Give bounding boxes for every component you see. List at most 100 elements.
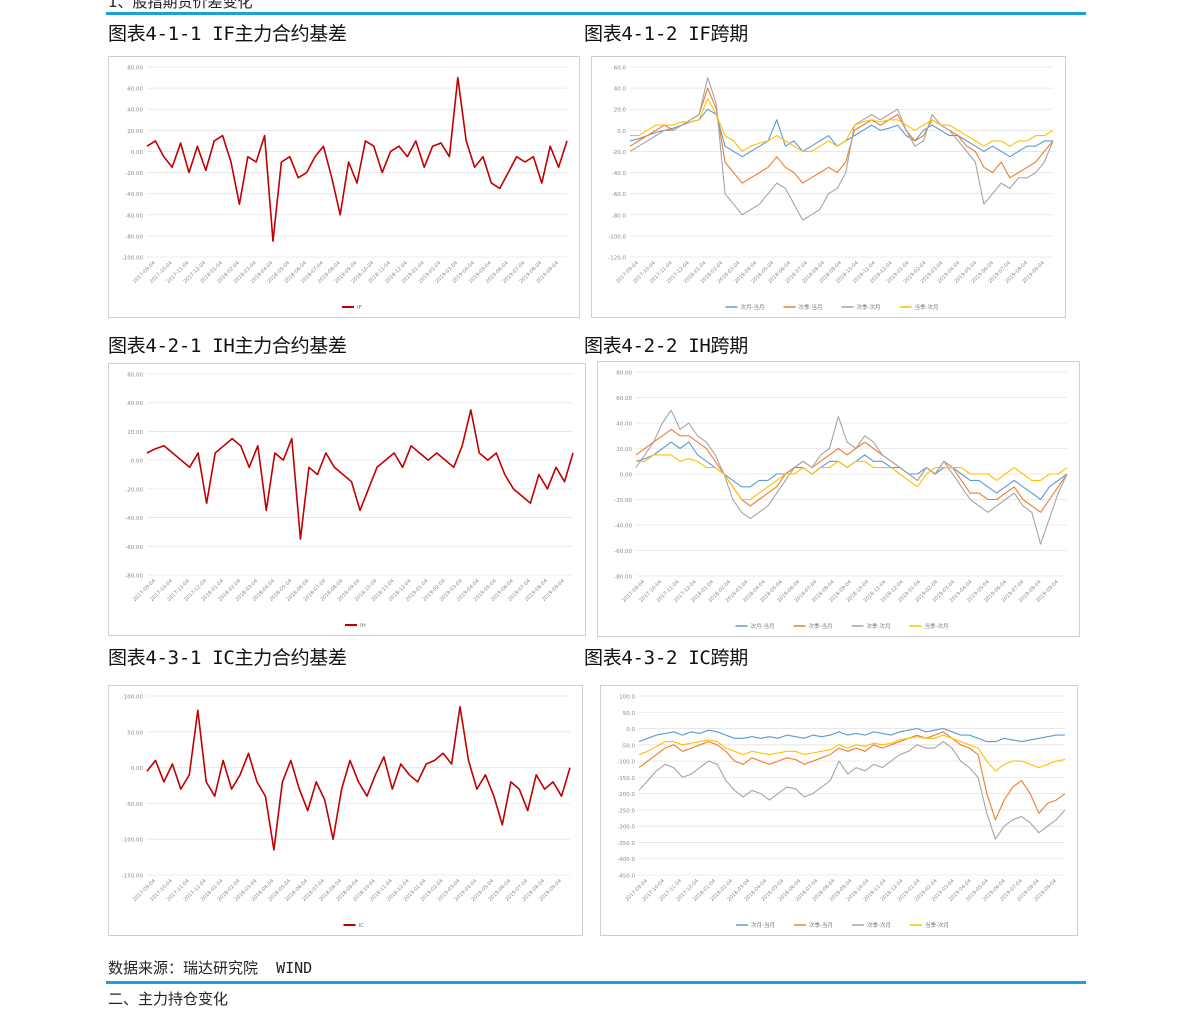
y-tick-label: 0.00	[131, 766, 144, 772]
chart-svg-5: 100.0 50.0 0.0 -50.0 -100.0 -150.0 -200.0 -250.…	[617, 695, 1066, 929]
chart-svg-1: 60.0 40.0 20.0 0.0 -20.0 -40.0 -60.0 -80.0 -100.…	[608, 66, 1054, 311]
y-tick-label: 40.00	[616, 422, 632, 428]
y-tick-label: -20.00	[614, 498, 632, 504]
y-tick-label: -100.0	[608, 234, 626, 240]
y-tick-label: -200.0	[617, 792, 635, 798]
series-line-4	[630, 98, 1054, 152]
series-line-3	[635, 409, 1068, 545]
y-tick-label: -350.0	[617, 841, 635, 847]
chart-svg-3: 80.00 60.00 40.00 20.00 0.00 -20.00 -40.00 -60.…	[614, 371, 1068, 630]
y-tick-label: 60.0	[614, 66, 627, 72]
series-line-1	[635, 441, 1068, 501]
y-tick-label: -40.00	[125, 192, 143, 198]
series-line-1	[146, 409, 574, 540]
y-tick-label: -120.0	[608, 256, 626, 262]
y-tick-label: -60.00	[614, 549, 632, 555]
y-tick-label: -100.00	[122, 256, 144, 262]
legend-label: 次月-当月	[751, 921, 775, 929]
y-tick-label: -20.00	[125, 487, 143, 493]
y-tick-label: -60.00	[125, 545, 143, 551]
y-tick-label: 80.00	[127, 66, 143, 72]
legend-label: 次季-次月	[857, 303, 881, 311]
cut-heading-bottom: 二、主力持仓变化	[108, 990, 229, 1008]
y-tick-label: 50.0	[623, 711, 636, 717]
y-tick-label: -20.0	[612, 150, 627, 156]
chart-panel-ih-basis: 60.00 40.00 20.00 0.00 -20.00 -40.00 -60.00 -80…	[108, 363, 586, 636]
y-tick-label: -80.00	[125, 234, 143, 240]
legend-label: 次季-当月	[809, 921, 833, 929]
y-tick-label: -150.0	[617, 776, 635, 782]
series-line-3	[629, 77, 1054, 221]
chart-panel-if-spread: 60.0 40.0 20.0 0.0 -20.0 -40.0 -60.0 -80.0 -100.…	[591, 56, 1066, 318]
y-tick-label: -50.0	[621, 743, 636, 749]
y-tick-label: -250.0	[617, 808, 635, 814]
y-tick-label: 0.00	[131, 459, 144, 465]
y-tick-label: -400.0	[617, 857, 635, 863]
data-source-note: 数据来源：瑞达研究院 WIND	[108, 959, 313, 977]
series-line-1	[146, 705, 571, 851]
caption-4-2-1: 图表4-2-1 IH主力合约基差	[108, 335, 347, 357]
chart-panel-ih-spread: 80.00 60.00 40.00 20.00 0.00 -20.00 -40.00 -60.…	[597, 361, 1080, 637]
chart-panel-ic-basis: 100.00 50.00 0.00 -50.00 -100.00 -150.00 2017-…	[108, 685, 583, 936]
y-tick-label: -80.00	[125, 574, 143, 580]
y-tick-label: -80.0	[612, 213, 627, 219]
y-tick-label: 50.00	[127, 730, 143, 736]
y-tick-label: -300.0	[617, 825, 635, 831]
legend-label: 当季-次月	[925, 622, 949, 630]
y-tick-label: 0.0	[626, 727, 635, 733]
y-tick-label: -100.0	[617, 760, 635, 766]
legend-label: 当季-次月	[925, 921, 949, 929]
legend-label: IH	[360, 623, 366, 629]
chart-panel-if-basis: 80.00 60.00 40.00 20.00 0.00 -20.00 -40.00 -60.…	[108, 56, 580, 318]
series-line-1	[146, 76, 568, 242]
legend-label: 次季-次月	[867, 622, 891, 630]
caption-4-1-1: 图表4-1-1 IF主力合约基差	[108, 23, 347, 45]
legend-label: 次季-当月	[809, 622, 833, 630]
series-line-4	[638, 734, 1066, 772]
y-tick-label: 0.00	[131, 150, 144, 156]
series-line-1	[629, 108, 1053, 158]
top-rule	[106, 12, 1086, 15]
y-tick-label: -450.0	[617, 874, 635, 880]
y-tick-label: -40.0	[612, 171, 627, 177]
y-tick-label: -60.00	[125, 213, 143, 219]
y-tick-label: -60.0	[612, 192, 627, 198]
caption-4-2-2: 图表4-2-2 IH跨期	[584, 335, 748, 357]
y-tick-label: -100.00	[122, 838, 144, 844]
y-tick-label: 100.0	[619, 695, 635, 701]
caption-4-3-1: 图表4-3-1 IC主力合约基差	[108, 647, 347, 669]
y-tick-label: 0.0	[617, 129, 626, 135]
y-tick-label: -150.00	[122, 874, 144, 880]
series-line-2	[635, 428, 1068, 513]
y-tick-label: 60.00	[616, 396, 632, 402]
chart-svg-2: 60.00 40.00 20.00 0.00 -20.00 -40.00 -60.00 -80…	[125, 373, 574, 629]
y-tick-label: 20.0	[614, 108, 627, 114]
series-line-1	[638, 727, 1065, 743]
cut-heading-top: 1、股指期货价差变化	[108, 0, 253, 11]
chart-svg-0: 80.00 60.00 40.00 20.00 0.00 -20.00 -40.00 -60.…	[122, 66, 568, 311]
y-tick-label: 40.00	[127, 401, 143, 407]
y-tick-label: 40.0	[614, 87, 627, 93]
y-tick-label: 60.00	[127, 87, 143, 93]
legend-label: 次季-次月	[867, 921, 891, 929]
y-tick-label: 80.00	[616, 371, 632, 377]
legend-label: 次月-当月	[751, 622, 775, 630]
legend-label: IC	[359, 923, 365, 929]
y-tick-label: -20.00	[125, 171, 143, 177]
y-tick-label: -40.00	[125, 516, 143, 522]
series-line-4	[636, 454, 1068, 501]
y-tick-label: -40.00	[614, 524, 632, 530]
legend-label: 次月-当月	[741, 303, 765, 311]
legend-label: 当季-次月	[915, 303, 939, 311]
y-tick-label: 20.00	[127, 129, 143, 135]
series-line-2	[629, 87, 1054, 184]
y-tick-label: 60.00	[127, 373, 143, 379]
chart-svg-4: 100.0050.000.00-50.00-100.00-150.002017-…	[122, 695, 571, 929]
y-tick-label: 40.00	[127, 108, 143, 114]
caption-4-3-2: 图表4-3-2 IC跨期	[584, 647, 748, 669]
caption-4-1-2: 图表4-1-2 IF跨期	[584, 23, 748, 45]
y-tick-label: 100.00	[124, 695, 144, 701]
y-tick-label: 0.00	[620, 473, 633, 479]
series-line-2	[638, 731, 1066, 821]
series-line-3	[638, 741, 1066, 840]
